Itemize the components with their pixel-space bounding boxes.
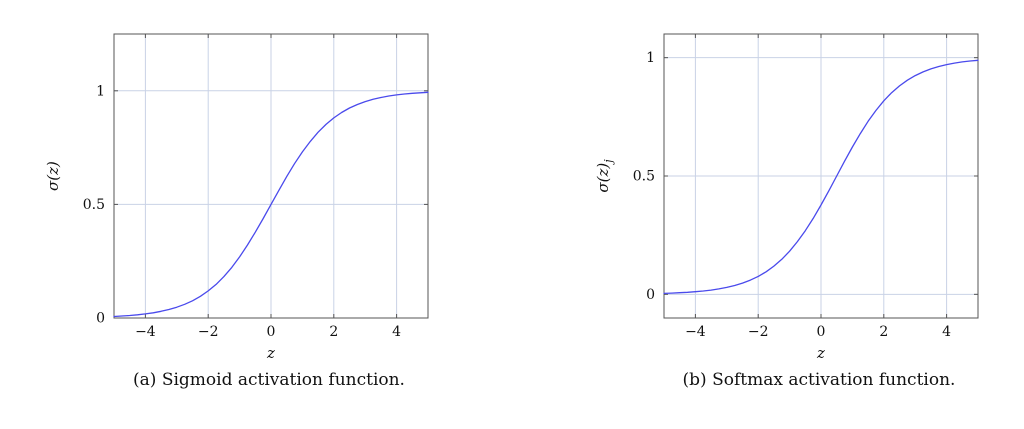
svg-text:0: 0 [96,311,105,327]
svg-text:1: 1 [96,83,105,99]
svg-text:2: 2 [329,324,338,340]
svg-text:−2: −2 [748,324,769,340]
svg-text:0.5: 0.5 [83,197,105,213]
svg-text:0: 0 [646,287,655,303]
softmax-caption: (b) Softmax activation function. [682,370,956,390]
svg-text:0.5: 0.5 [633,169,655,185]
svg-text:σ(z)j: σ(z)j [594,159,615,193]
svg-text:z: z [266,344,275,362]
svg-text:σ(z): σ(z) [44,161,62,191]
svg-text:−2: −2 [198,324,219,340]
sigmoid-plot: −4 −2 0 2 4 0 0.5 1 z σ(z) [44,33,429,362]
svg-text:−4: −4 [685,324,706,340]
figure-sigmoid: −4 −2 0 2 4 0 0.5 1 z σ(z) (a) Sigmoid activation… [22,8,452,390]
sigmoid-caption: (a) Sigmoid activation function. [133,370,405,390]
svg-text:4: 4 [942,324,951,340]
svg-text:0: 0 [267,324,276,340]
svg-text:4: 4 [392,324,401,340]
svg-text:−4: −4 [135,324,156,340]
svg-text:z: z [816,344,825,362]
svg-text:1: 1 [646,50,655,66]
svg-text:0: 0 [817,324,826,340]
svg-text:2: 2 [879,324,888,340]
figure-softmax: −4 −2 0 2 4 0 0.5 1 z σ(z)j (b) Softmax activatio… [572,8,1002,390]
softmax-plot: −4 −2 0 2 4 0 0.5 1 z σ(z)j [594,33,979,362]
